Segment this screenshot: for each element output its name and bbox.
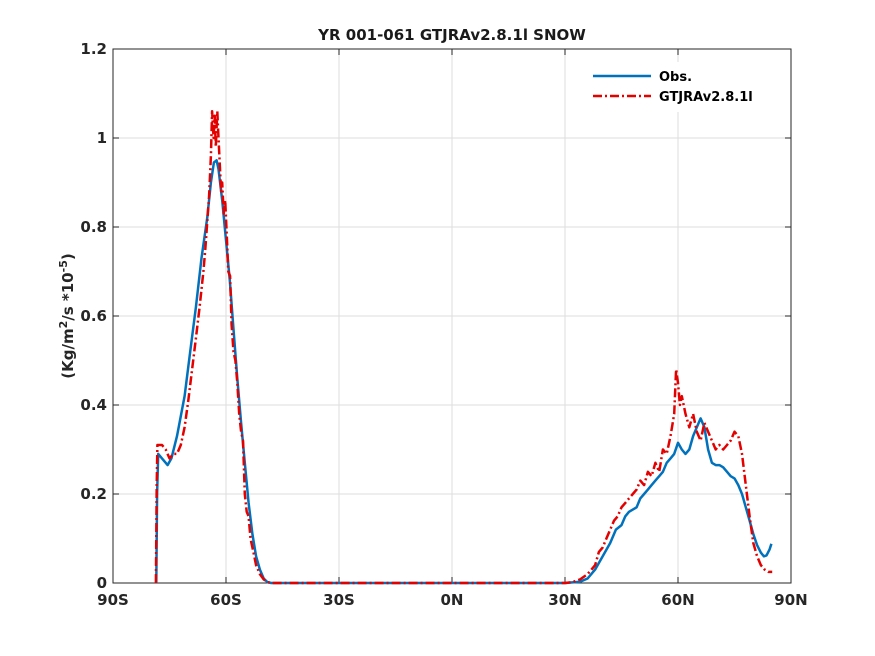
series-line-obs bbox=[155, 159, 773, 585]
ylabel-mid: /s *10 bbox=[59, 272, 77, 320]
x-tick-label: 30N bbox=[548, 591, 581, 609]
y-tick-label: 0.2 bbox=[80, 485, 107, 503]
y-tick-label: 0.8 bbox=[80, 218, 107, 236]
x-tick-label: 90S bbox=[97, 591, 129, 609]
x-tick-label: 60N bbox=[661, 591, 694, 609]
y-tick-label: 0.4 bbox=[80, 396, 107, 414]
y-tick-label: 1 bbox=[97, 129, 107, 147]
x-tick-label: 90N bbox=[774, 591, 807, 609]
y-tick-label: 0.6 bbox=[80, 307, 107, 325]
series-layer bbox=[154, 110, 773, 585]
ylabel-sup-1: 2 bbox=[57, 321, 70, 329]
y-axis-label: (Kg/m2/s *10-5) bbox=[57, 253, 77, 378]
legend-label: Obs. bbox=[659, 70, 692, 85]
ylabel-main: (Kg/m bbox=[59, 328, 77, 378]
series-line-model bbox=[154, 110, 773, 585]
x-tick-label: 30S bbox=[323, 591, 355, 609]
legend-box bbox=[585, 62, 780, 112]
x-tick-label: 0N bbox=[441, 591, 464, 609]
legend-label: GTJRAv2.8.1l bbox=[659, 90, 753, 105]
ylabel-sup-2: -5 bbox=[57, 260, 70, 272]
axis-ticks: 90S 60S 30S 0N 30N 60N 90N 0 0.2 0.4 0.6 0.8 1 1.2 bbox=[80, 40, 807, 609]
legend: Obs. GTJRAv2.8.1l bbox=[585, 62, 780, 112]
x-tick-label: 60S bbox=[210, 591, 242, 609]
y-tick-label: 1.2 bbox=[80, 40, 107, 58]
chart-title: YR 001-061 GTJRAv2.8.1l SNOW bbox=[317, 26, 586, 44]
ylabel-end: ) bbox=[59, 253, 77, 260]
y-tick-label: 0 bbox=[97, 574, 107, 592]
